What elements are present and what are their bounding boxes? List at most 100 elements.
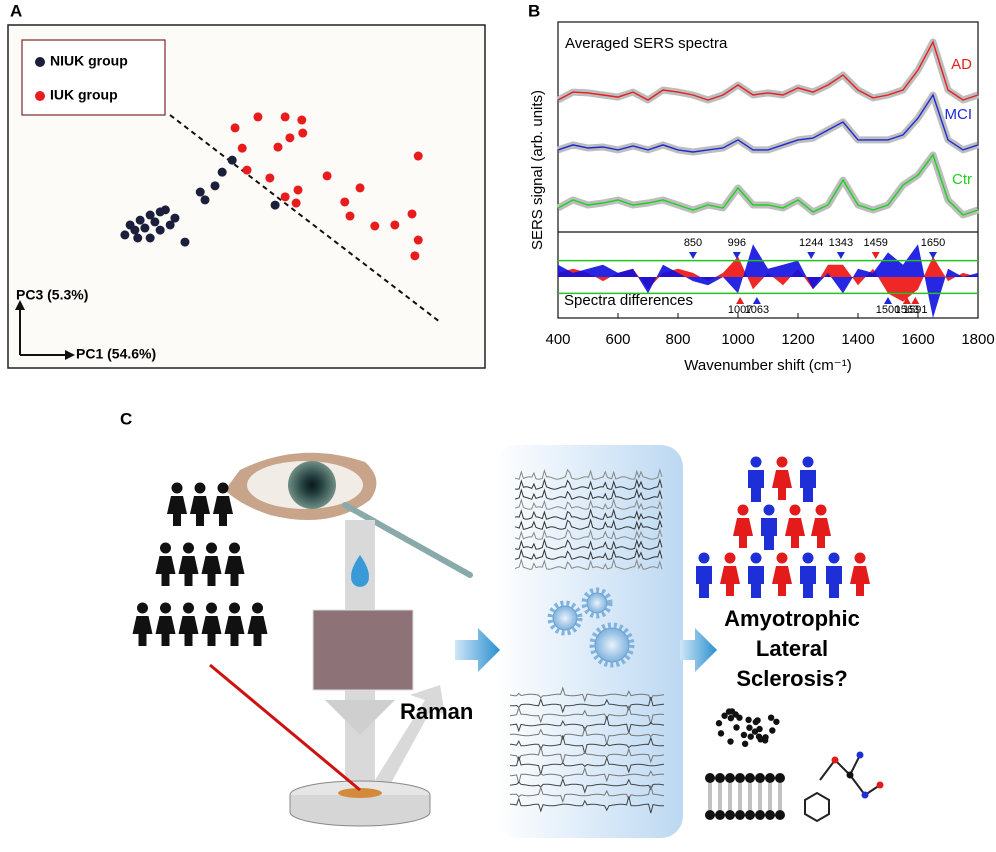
difference-trace: [509, 696, 665, 714]
point: [355, 183, 365, 193]
point: [145, 210, 155, 220]
peak-label: 1591: [903, 304, 927, 316]
person-body: [213, 496, 233, 526]
person-body: [247, 616, 268, 646]
person-body: [167, 496, 187, 526]
person-head: [789, 504, 801, 516]
x-tick-label: 1800: [961, 331, 994, 348]
person-body: [748, 566, 764, 598]
point: [293, 185, 303, 195]
peak-label: 850: [684, 237, 702, 249]
capillary: [342, 502, 473, 578]
point: [370, 221, 380, 231]
difference-trace: [509, 756, 665, 775]
point: [253, 112, 263, 122]
peak-label: 1650: [921, 237, 945, 249]
protein-bead: [727, 714, 735, 722]
spectrum-trace: [514, 538, 663, 550]
point: [217, 167, 227, 177]
disease-label: Amyotrophic: [724, 606, 860, 631]
series-label: MCI: [945, 106, 973, 123]
spectrum-trace: [514, 547, 663, 560]
spectrum-trace: [514, 557, 663, 570]
difference-trace: [509, 796, 665, 814]
person-head: [750, 456, 762, 468]
lipid-head: [765, 773, 775, 783]
legend-label: IUK group: [50, 87, 118, 103]
difference-trace: [509, 777, 665, 794]
line: [557, 153, 979, 216]
person-head: [229, 602, 240, 614]
molecule-ring: [804, 791, 830, 823]
person-head: [206, 602, 217, 614]
peak-label: 1343: [829, 237, 853, 249]
person-body: [761, 518, 777, 550]
atom: [876, 781, 884, 789]
peak-label: 1063: [745, 304, 769, 316]
person-head: [171, 482, 183, 494]
point: [413, 151, 423, 161]
point: [145, 233, 155, 243]
lipid-tail: [748, 783, 752, 810]
raman-label: Raman: [400, 699, 473, 724]
peak-label: 1500: [876, 304, 900, 316]
person-body: [224, 556, 245, 586]
arrow-heads: [15, 300, 75, 360]
lipid-tail: [768, 783, 772, 810]
lipid-head: [725, 773, 735, 783]
gear: [594, 627, 630, 663]
tear-drop: [351, 555, 369, 587]
point: [170, 213, 180, 223]
x-tick-label: 800: [665, 331, 690, 348]
plot-frame: [557, 21, 979, 319]
lipid-tail: [708, 783, 712, 810]
protein-bead: [727, 738, 734, 745]
person-head: [160, 602, 171, 614]
line: [557, 40, 979, 101]
legend-label: NIUK group: [50, 53, 128, 69]
atom: [856, 751, 864, 759]
lipid-head: [735, 810, 745, 820]
difference-trace: [509, 726, 665, 745]
peak-marker: [871, 252, 880, 259]
point: [390, 220, 400, 230]
person-body: [772, 566, 792, 596]
panel-label: B: [528, 1, 540, 20]
point: [298, 128, 308, 138]
difference-trace: [509, 746, 665, 764]
protein-bead: [767, 714, 775, 721]
diagram: Raman Amyotrophic Lateral Sclerosis?: [132, 445, 884, 838]
point: [297, 115, 307, 125]
point: [210, 181, 220, 191]
legend-marker: [35, 91, 45, 101]
laser-beam: [209, 663, 361, 792]
person-body: [733, 518, 753, 548]
lipid-tail: [738, 783, 742, 810]
lipid-head: [705, 773, 715, 783]
point: [237, 143, 247, 153]
person-head: [698, 552, 710, 564]
peak-marker: [732, 252, 741, 259]
down-arrow: [325, 700, 395, 735]
person-head: [229, 542, 240, 554]
protein-bead: [757, 736, 764, 743]
sample-spot: [338, 788, 382, 798]
gear: [552, 605, 578, 631]
x-tick-label: 1400: [841, 331, 874, 348]
point: [133, 233, 143, 243]
point: [180, 237, 190, 247]
point: [270, 200, 280, 210]
person-body: [772, 470, 792, 500]
person-head: [206, 542, 217, 554]
lipid-tail: [758, 783, 762, 810]
lipid-head: [725, 810, 735, 820]
lipid-head: [715, 810, 725, 820]
person-head: [815, 504, 827, 516]
line-band: [556, 91, 980, 156]
gear: [586, 592, 608, 614]
point: [291, 198, 301, 208]
person-body: [800, 470, 816, 502]
panel-label: C: [120, 409, 132, 428]
person-head: [160, 542, 171, 554]
person-body: [785, 518, 805, 548]
